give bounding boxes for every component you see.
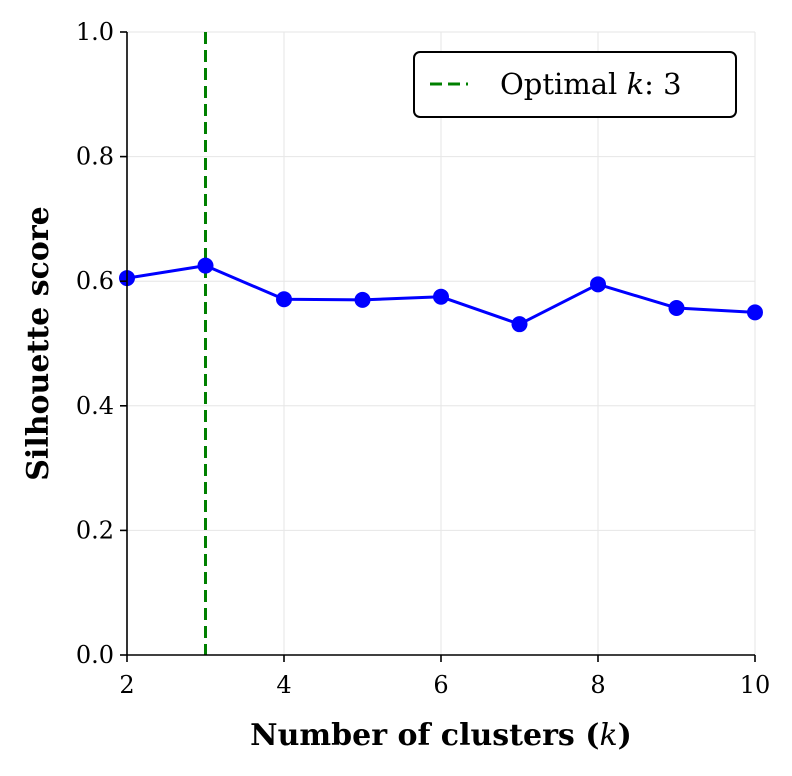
x-tick-label: 6 [433,671,448,699]
grid [126,31,756,656]
x-axis-label-close: ) [618,718,632,753]
y-tick-label: 0.4 [76,392,114,420]
data-point [276,291,292,308]
data-point [511,316,528,333]
y-axis-label: Silhouette score [21,206,56,480]
y-tick-label: 0.2 [76,516,114,544]
legend: Optimal k: 3 [413,51,737,118]
legend-prefix: Optimal [500,67,627,101]
legend-label: Optimal k: 3 [500,67,682,101]
x-tick-label: 2 [119,671,134,699]
data-point [590,276,606,293]
x-axis-label: Number of clusters (k) [250,718,632,753]
legend-box [413,51,737,118]
y-tick-label: 0.8 [76,143,114,171]
x-axis-label-var: k [599,718,617,753]
data-point [747,304,763,321]
x-tick-label: 10 [740,671,771,699]
data-point [354,291,371,308]
y-axis-ticks: 0.0 0.2 0.4 0.6 0.8 1.0 [76,18,127,669]
y-tick-label: 0.0 [76,641,114,669]
x-tick-label: 4 [276,671,291,699]
legend-var: k [627,67,645,101]
data-point [668,299,685,316]
y-tick-label: 1.0 [76,18,114,46]
y-tick-label: 0.6 [76,267,114,295]
data-point [433,288,449,305]
x-tick-label: 8 [590,671,605,699]
x-axis-label-text: Number of clusters ( [250,718,599,753]
x-axis-ticks: 2 4 6 8 10 [119,655,770,699]
legend-suffix: : 3 [644,67,681,101]
data-point [197,257,214,274]
